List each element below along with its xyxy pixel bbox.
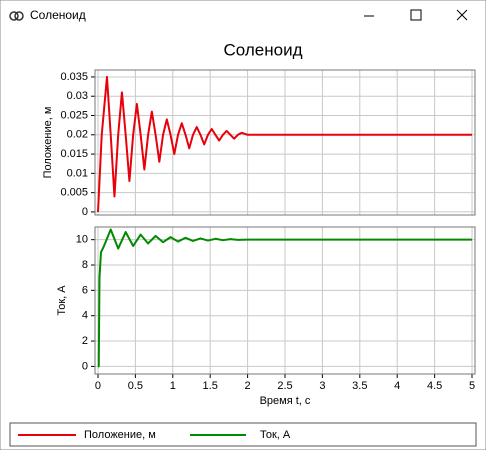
x-tick-label: 2 — [245, 380, 251, 392]
y-tick-label: 0.015 — [60, 148, 88, 160]
series-line — [97, 228, 473, 368]
plot-border — [94, 69, 476, 216]
y-tick-label: 6 — [82, 284, 88, 296]
y-tick-label: 0.005 — [60, 187, 88, 199]
plot-border — [94, 226, 476, 375]
y-tick-label: 0.035 — [60, 71, 88, 83]
window-icon — [9, 11, 24, 21]
x-tick-label: 4 — [394, 380, 400, 392]
x-tick-label: 1.5 — [203, 380, 218, 392]
plots: 0 0.005 0.01 0.015 0.02 0.025 0.03 0.035 Положен… — [42, 69, 476, 407]
y-axis-label: Ток, А — [56, 285, 68, 316]
legend-label: Ток, А — [260, 429, 291, 441]
legend-label: Положение, м — [84, 429, 156, 441]
x-tick-label: 1 — [170, 380, 176, 392]
y-tick-label: 0.025 — [60, 109, 88, 121]
series-line — [96, 75, 473, 212]
y-tick-label: 0.03 — [67, 90, 88, 102]
y-tick-label: 4 — [82, 310, 88, 322]
x-tick-label: 2.5 — [277, 380, 292, 392]
x-tick-label: 5 — [469, 380, 475, 392]
y-axis-label: Положение, м — [42, 107, 54, 179]
x-axis-label: Время t, с — [260, 395, 311, 407]
maximize-button[interactable] — [410, 9, 422, 21]
x-tick-label: 3 — [319, 380, 325, 392]
x-tick-label: 3.5 — [352, 380, 367, 392]
y-tick-label: 8 — [82, 259, 88, 271]
y-tick-label: 0.01 — [67, 167, 88, 179]
x-tick-label: 0.5 — [128, 380, 143, 392]
y-tick-label: 10 — [76, 234, 88, 246]
y-tick-label: 0.02 — [67, 129, 88, 141]
window-title: Соленоид — [30, 8, 86, 22]
x-tick-label: 0 — [95, 380, 101, 392]
x-tick-label: 4.5 — [427, 380, 442, 392]
y-tick-label: 0 — [82, 206, 88, 218]
y-tick-label: 0 — [82, 360, 88, 372]
y-tick-label: 2 — [82, 335, 88, 347]
chart-title: Соленоид — [224, 40, 303, 59]
close-button[interactable] — [456, 9, 468, 21]
